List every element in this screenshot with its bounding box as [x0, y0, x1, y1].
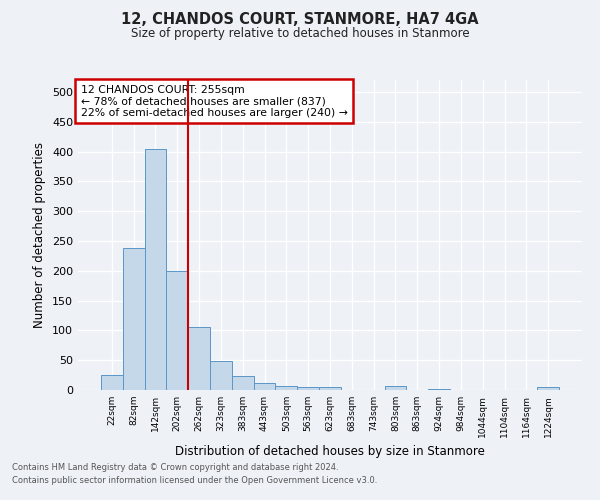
Bar	[297, 387, 319, 390]
Bar	[166, 271, 188, 390]
Bar	[232, 376, 254, 390]
Bar	[101, 375, 123, 390]
Bar	[123, 248, 145, 390]
Bar	[210, 362, 232, 390]
Text: Size of property relative to detached houses in Stanmore: Size of property relative to detached ho…	[131, 28, 469, 40]
Text: Contains HM Land Registry data © Crown copyright and database right 2024.: Contains HM Land Registry data © Crown c…	[12, 464, 338, 472]
Bar	[428, 389, 450, 390]
Text: 12 CHANDOS COURT: 255sqm
← 78% of detached houses are smaller (837)
22% of semi-: 12 CHANDOS COURT: 255sqm ← 78% of detach…	[80, 84, 347, 118]
Bar	[145, 148, 166, 390]
Text: Contains public sector information licensed under the Open Government Licence v3: Contains public sector information licen…	[12, 476, 377, 485]
Text: 12, CHANDOS COURT, STANMORE, HA7 4GA: 12, CHANDOS COURT, STANMORE, HA7 4GA	[121, 12, 479, 28]
Bar	[275, 386, 297, 390]
Bar	[188, 328, 210, 390]
Bar	[385, 386, 406, 390]
Y-axis label: Number of detached properties: Number of detached properties	[34, 142, 46, 328]
Bar	[537, 387, 559, 390]
X-axis label: Distribution of detached houses by size in Stanmore: Distribution of detached houses by size …	[175, 445, 485, 458]
Bar	[319, 387, 341, 390]
Bar	[254, 383, 275, 390]
